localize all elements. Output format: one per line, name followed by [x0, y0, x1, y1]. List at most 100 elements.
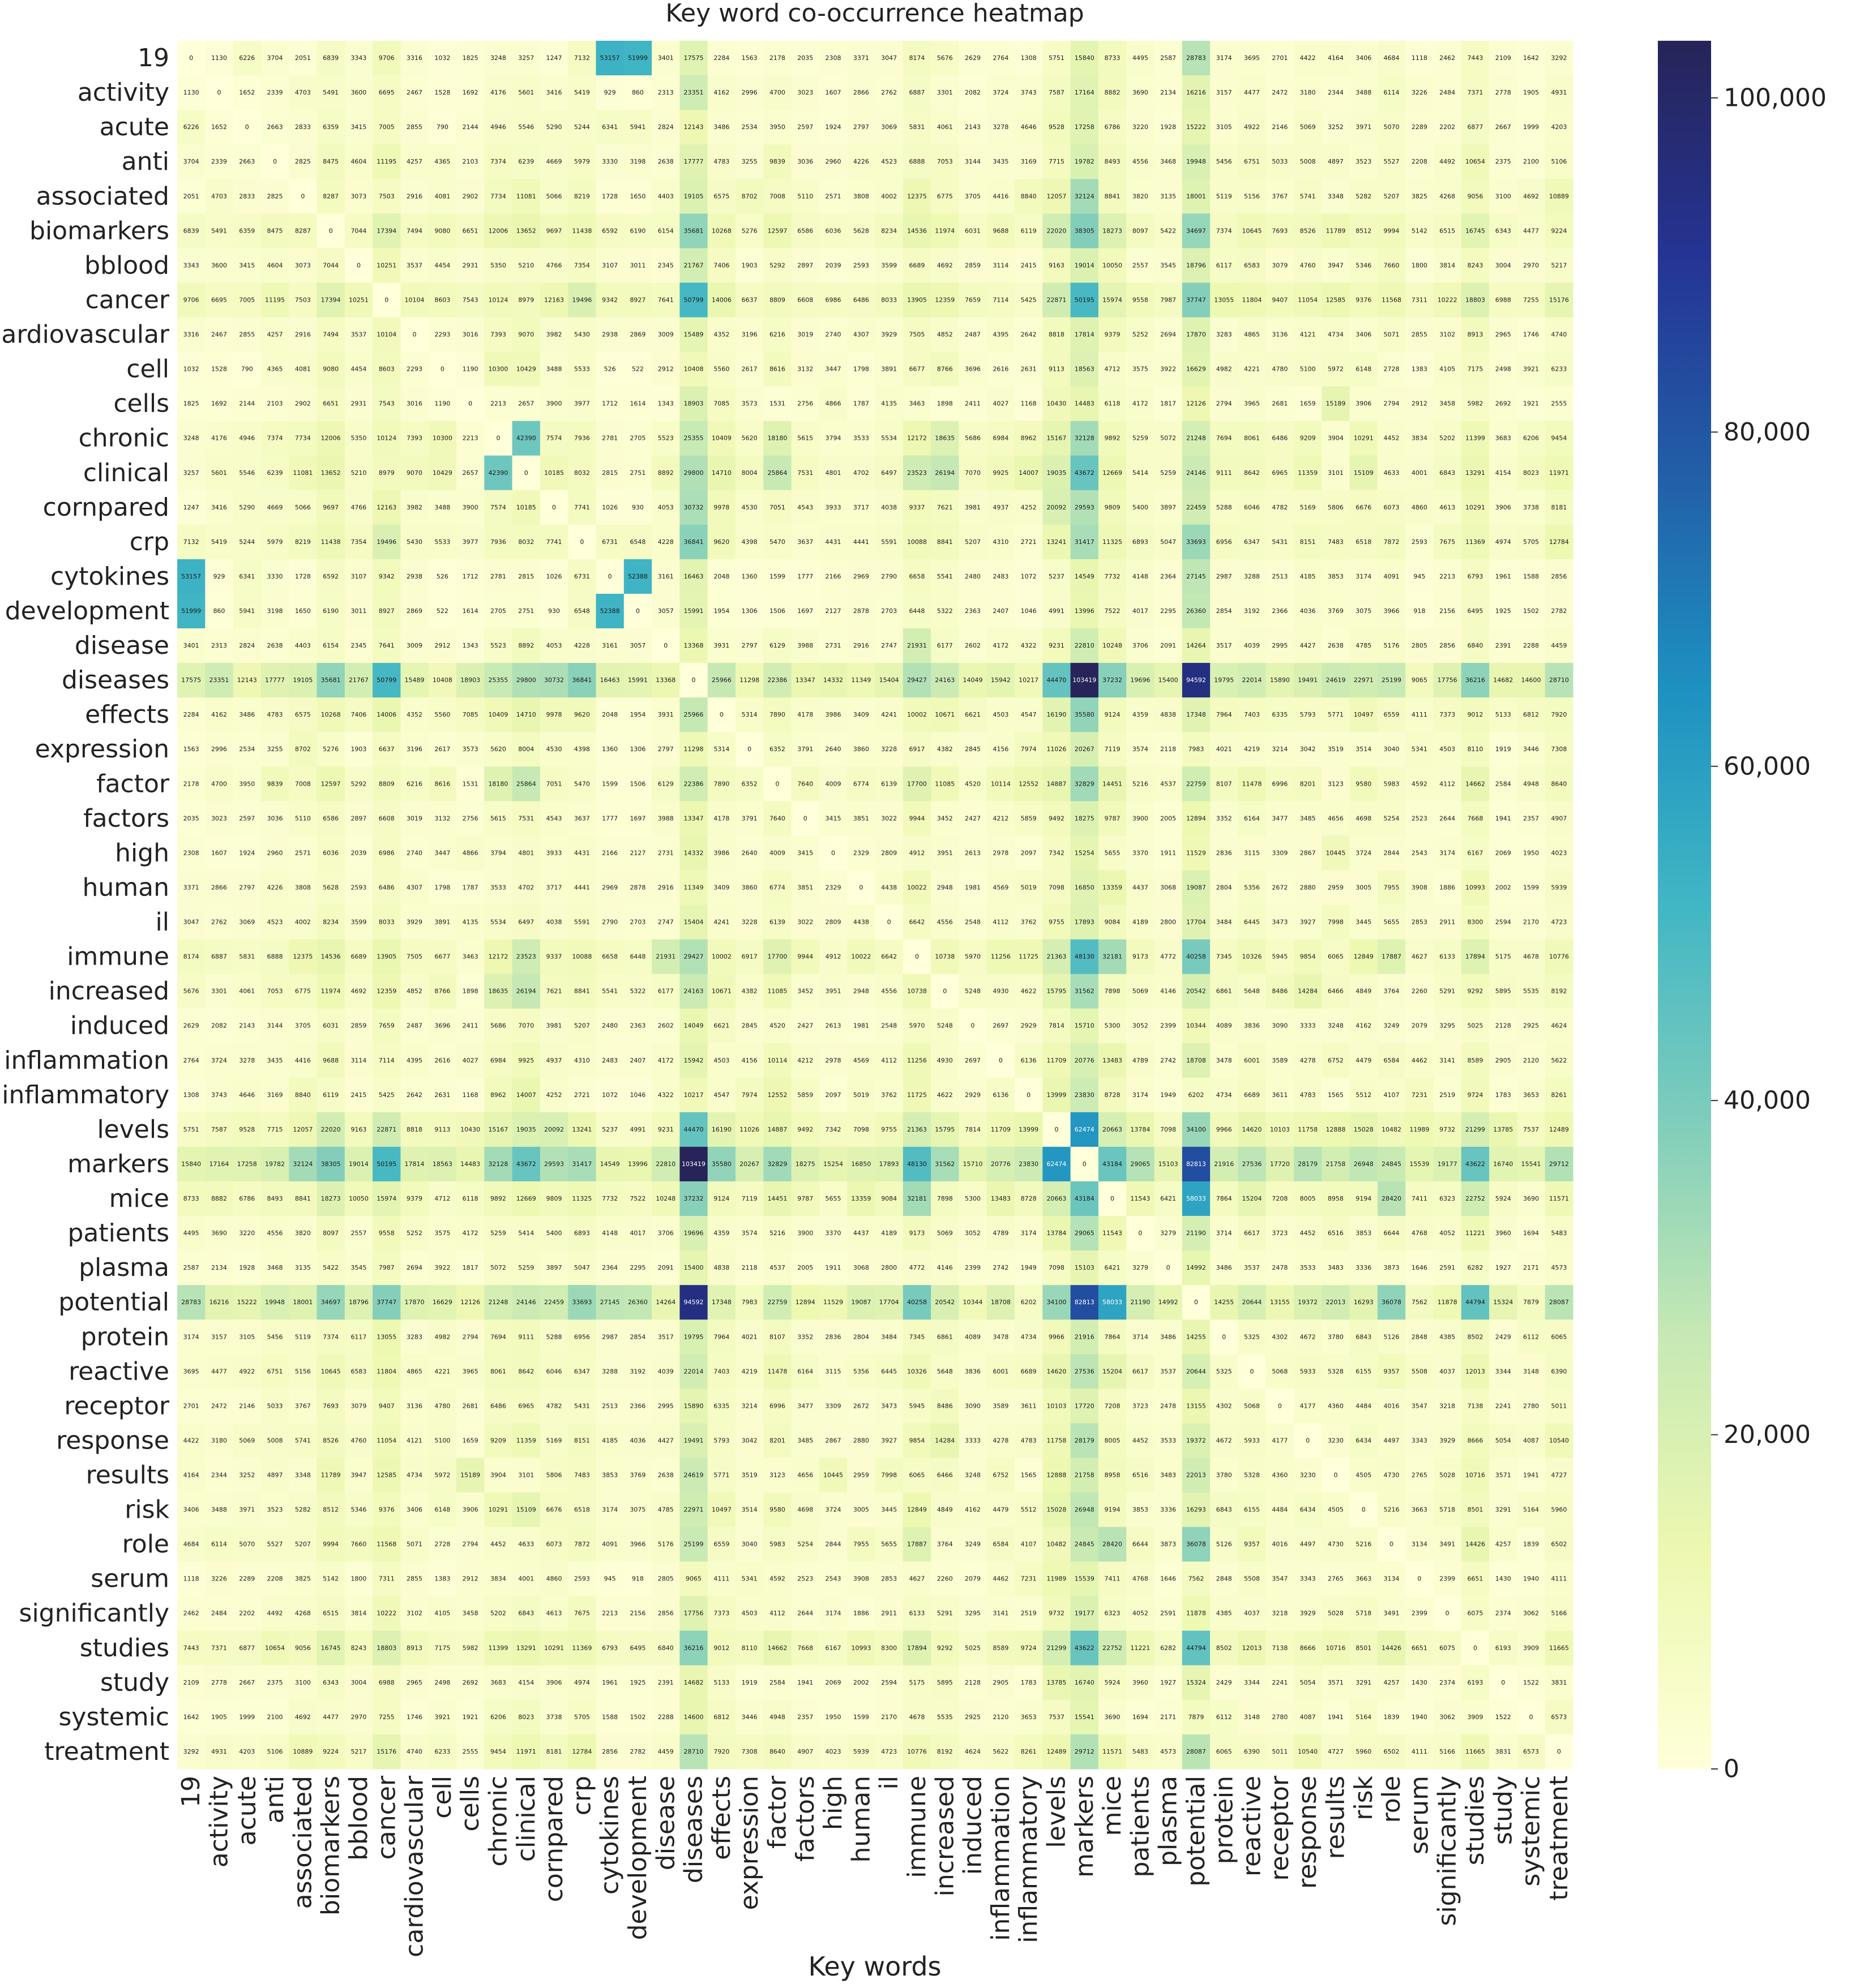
- cell-value-label: 10409: [712, 435, 732, 442]
- cell-value-label: 4684: [183, 1541, 199, 1548]
- heatmap-cell: [1154, 144, 1183, 179]
- cell-value-label: 11438: [572, 227, 592, 234]
- cell-value-label: 28420: [1102, 1541, 1122, 1548]
- cell-value-label: 2856: [1551, 573, 1567, 580]
- cell-value-label: 4111: [1412, 1748, 1427, 1755]
- cell-value-label: 32124: [1075, 192, 1094, 200]
- cell-value-label: 22386: [767, 676, 787, 684]
- cell-value-label: 5207: [295, 1541, 311, 1548]
- cell-value-label: 9292: [937, 1644, 953, 1652]
- cell-value-label: 14451: [1102, 780, 1122, 787]
- cell-value-label: 3724: [826, 1506, 841, 1514]
- cell-value-label: 14006: [377, 711, 396, 718]
- cell-value-label: 5011: [1551, 1402, 1567, 1409]
- cell-value-label: 4431: [826, 538, 841, 546]
- cell-value-label: 3105: [239, 1333, 255, 1340]
- cell-value-label: 9697: [546, 227, 562, 234]
- cell-value-label: 2616: [993, 366, 1008, 373]
- heatmap-cell: [289, 75, 317, 110]
- cell-value-label: 2002: [1495, 884, 1511, 891]
- cell-value-label: 14992: [1158, 1299, 1178, 1306]
- cell-value-label: 2780: [1272, 1713, 1288, 1721]
- cell-value-label: 13055: [1214, 296, 1234, 303]
- cell-value-label: 14007: [1019, 469, 1038, 477]
- heatmap-cell: [456, 179, 485, 214]
- cell-value-label: 6575: [713, 192, 729, 200]
- cell-value-label: 10716: [1465, 1471, 1485, 1479]
- cell-value-label: 2911: [1439, 919, 1455, 926]
- cell-value-label: 7373: [713, 1610, 729, 1617]
- cell-value-label: 2557: [1132, 262, 1148, 269]
- cell-value-label: 58033: [1102, 1299, 1122, 1306]
- cell-value-label: 2498: [434, 1679, 450, 1686]
- cell-value-label: 6155: [1244, 1506, 1260, 1514]
- cell-value-label: 8061: [1244, 435, 1260, 442]
- heatmap-cell: [819, 110, 848, 145]
- heatmap-cell: [1126, 75, 1155, 110]
- cell-value-label: 28783: [181, 1299, 201, 1306]
- cell-value-label: 9111: [518, 1333, 534, 1340]
- cell-value-label: 1190: [463, 366, 478, 373]
- cell-value-label: 16293: [1354, 1299, 1374, 1306]
- cell-value-label: 4172: [993, 642, 1008, 649]
- cell-value-label: 9065: [1412, 676, 1427, 684]
- cell-value-label: 0: [1306, 1437, 1310, 1444]
- cell-value-label: 5276: [323, 746, 339, 753]
- cell-value-label: 6117: [1216, 262, 1232, 269]
- cell-value-label: 6075: [1467, 1610, 1483, 1617]
- cell-value-label: 5288: [1216, 504, 1232, 511]
- cell-value-label: 2853: [881, 1575, 897, 1583]
- cell-value-label: 5100: [434, 1437, 450, 1444]
- cell-value-label: 17756: [1438, 676, 1457, 684]
- cell-value-label: 12163: [377, 504, 396, 511]
- cell-value-label: 1430: [1495, 1575, 1511, 1583]
- cell-value-label: 5291: [1439, 988, 1455, 995]
- cell-value-label: 14600: [1521, 676, 1541, 684]
- cell-value-label: 12126: [460, 1299, 480, 1306]
- cell-value-label: 3988: [658, 815, 674, 822]
- cell-value-label: 11571: [1102, 1748, 1122, 1755]
- cell-value-label: 5628: [323, 884, 339, 891]
- cell-value-label: 2657: [463, 469, 478, 477]
- cell-value-label: 5216: [769, 1229, 785, 1237]
- cell-value-label: 8300: [1467, 919, 1483, 926]
- cell-value-label: 5546: [239, 469, 255, 477]
- heatmap-cell: [736, 144, 764, 179]
- cell-value-label: 7494: [323, 331, 339, 339]
- cell-value-label: 1506: [630, 780, 645, 787]
- cell-value-label: 3986: [713, 849, 729, 856]
- cell-value-label: 7693: [323, 1402, 339, 1409]
- cell-value-label: 0: [1250, 1368, 1254, 1375]
- cell-value-label: 8261: [1021, 1748, 1037, 1755]
- cell-value-label: 2143: [239, 1022, 255, 1030]
- cell-value-label: 3519: [1328, 746, 1344, 753]
- cell-value-label: 15840: [181, 1160, 201, 1168]
- cell-value-label: 2856: [602, 1748, 618, 1755]
- cell-value-label: 17394: [321, 296, 341, 303]
- cell-value-label: 8958: [1105, 1471, 1121, 1479]
- cell-value-label: 11298: [739, 676, 759, 684]
- cell-value-label: 8958: [1328, 1195, 1344, 1202]
- cell-value-label: 7255: [379, 1713, 395, 1721]
- cell-value-label: 2313: [658, 89, 674, 96]
- heatmap-cell: [791, 110, 820, 145]
- heatmap-cell: [875, 41, 904, 76]
- cell-value-label: 0: [915, 953, 919, 961]
- cell-value-label: 10291: [1354, 435, 1374, 442]
- cell-value-label: 6677: [434, 953, 450, 961]
- cell-value-label: 2329: [853, 849, 869, 856]
- cell-value-label: 17887: [907, 1541, 927, 1548]
- cell-value-label: 19177: [1075, 1610, 1094, 1617]
- cell-value-label: 3075: [630, 1506, 645, 1514]
- cell-value-label: 7668: [797, 1644, 813, 1652]
- cell-value-label: 3933: [826, 504, 841, 511]
- cell-value-label: 4252: [546, 1091, 562, 1099]
- cell-value-label: 18275: [1075, 815, 1094, 822]
- cell-value-label: 2866: [211, 884, 227, 891]
- cell-value-label: 10114: [991, 780, 1011, 787]
- cell-value-label: 62474: [1075, 1126, 1094, 1133]
- cell-value-label: 6335: [713, 1402, 729, 1409]
- heatmap-cell: [1377, 41, 1406, 76]
- cell-value-label: 10408: [684, 366, 704, 373]
- heatmap-cell: [596, 110, 625, 145]
